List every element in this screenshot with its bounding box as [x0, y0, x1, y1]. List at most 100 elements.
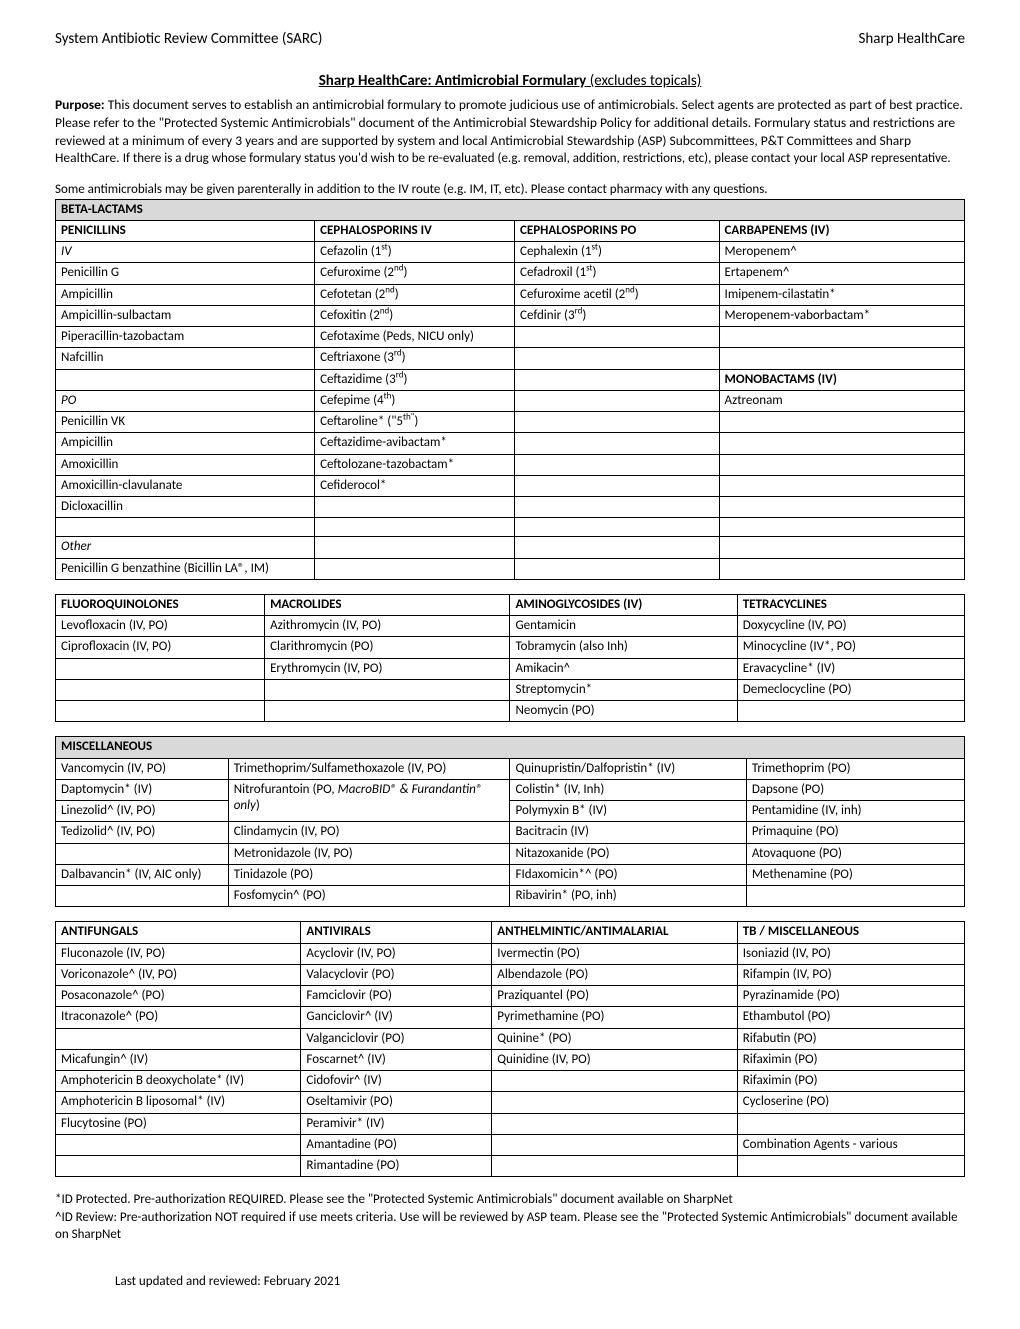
- cell: Metronidazole (IV, PO): [228, 843, 510, 864]
- table-row: PO Cefepime (4th) Aztreonam: [56, 390, 965, 411]
- footnotes: *ID Protected. Pre-authorization REQUIRE…: [55, 1191, 965, 1244]
- cell: Rifaximin (PO): [737, 1071, 964, 1092]
- table-row: Posaconazole^ (PO)Famciclovir (PO)Praziq…: [56, 986, 965, 1007]
- head-aminoglycosides: AMINOGLYCOSIDES (IV): [510, 594, 737, 615]
- table-row: Metronidazole (IV, PO)Nitazoxanide (PO)A…: [56, 843, 965, 864]
- header-right: Sharp HealthCare: [859, 30, 965, 48]
- head-carbapenems: CARBAPENEMS (IV): [719, 220, 964, 241]
- cell: [56, 1134, 301, 1155]
- cell: Ceftolozane-tazobactam*: [315, 454, 515, 475]
- cell: Linezolid^ (IV, PO): [56, 801, 229, 822]
- cell: Ampicillin: [56, 284, 315, 305]
- cell: Clarithromycin (PO): [265, 637, 510, 658]
- table-row: Dicloxacillin: [56, 497, 965, 518]
- cell: [315, 558, 515, 579]
- cell: [492, 1092, 737, 1113]
- cell: Nitazoxanide (PO): [510, 843, 746, 864]
- head-penicillins: PENICILLINS: [56, 220, 315, 241]
- cell: [56, 679, 265, 700]
- table-row: Amphotericin B deoxycholate* (IV)Cidofov…: [56, 1071, 965, 1092]
- cell: Foscarnet^ (IV): [301, 1049, 492, 1070]
- table-row: [56, 518, 965, 537]
- cell: [56, 886, 229, 907]
- head-antifungals: ANTIFUNGALS: [56, 922, 301, 943]
- cell: Quinupristin/Dalfopristin* (IV): [510, 758, 746, 779]
- cell: Albendazole (PO): [492, 964, 737, 985]
- cell: Cefotaxime (Peds, NICU only): [315, 327, 515, 348]
- cell: Amphotericin B deoxycholate* (IV): [56, 1071, 301, 1092]
- section-betalactams: BETA-LACTAMS: [56, 199, 965, 220]
- cell: Cefuroxime acetil (2nd): [515, 284, 720, 305]
- cell: Ertapenem^: [719, 263, 964, 284]
- cell: Acyclovir (IV, PO): [301, 943, 492, 964]
- cell: [515, 497, 720, 518]
- table-row: Fosfomycin^ (PO)Ribavirin* (PO, inh): [56, 886, 965, 907]
- cell: Rimantadine (PO): [301, 1156, 492, 1177]
- head-antivirals: ANTIVIRALS: [301, 922, 492, 943]
- section-misc: MISCELLANEOUS: [56, 737, 965, 758]
- cell: Methenamine (PO): [746, 864, 964, 885]
- title-paren: (excludes topicals): [586, 72, 701, 90]
- cell: Dicloxacillin: [56, 497, 315, 518]
- cell: [56, 518, 315, 537]
- last-updated: Last updated and reviewed: February 2021: [55, 1274, 965, 1289]
- cell: Amikacin^: [510, 658, 737, 679]
- table-row: Ampicillin Cefotetan (2nd) Cefuroxime ac…: [56, 284, 965, 305]
- cell: Amoxicillin-clavulanate: [56, 475, 315, 496]
- cell: Rifabutin (PO): [737, 1028, 964, 1049]
- cell: [56, 369, 315, 390]
- cell: [56, 843, 229, 864]
- cell: PO: [56, 390, 315, 411]
- cell: [719, 327, 964, 348]
- cell: [265, 701, 510, 722]
- cell: Ampicillin-sulbactam: [56, 305, 315, 326]
- purpose-body2: If there is a drug whose formulary statu…: [123, 151, 951, 166]
- table-row: Daptomycin* (IV)Nitrofurantoin (PO, Macr…: [56, 779, 965, 800]
- cell: Amoxicillin: [56, 454, 315, 475]
- cell: Nitrofurantoin (PO, MacroBID® & Furandan…: [228, 779, 510, 822]
- cell: Quinine* (PO): [492, 1028, 737, 1049]
- cell: [719, 537, 964, 558]
- purpose-label: Purpose:: [55, 96, 108, 113]
- cell: Posaconazole^ (PO): [56, 986, 301, 1007]
- cell: Imipenem-cilastatin*: [719, 284, 964, 305]
- page-header: System Antibiotic Review Committee (SARC…: [55, 30, 965, 48]
- head-tetracyclines: TETRACYCLINES: [737, 594, 964, 615]
- head-macrolides: MACROLIDES: [265, 594, 510, 615]
- table-row: Piperacillin-tazobactam Cefotaxime (Peds…: [56, 327, 965, 348]
- table-betalactams: BETA-LACTAMS PENICILLINS CEPHALOSPORINS …: [55, 199, 965, 580]
- table-row: Fluconazole (IV, PO)Acyclovir (IV, PO)Iv…: [56, 943, 965, 964]
- cell: [515, 390, 720, 411]
- cell: Ceftazidime (3rd): [315, 369, 515, 390]
- cell: Isoniazid (IV, PO): [737, 943, 964, 964]
- cell: [746, 886, 964, 907]
- cell: Dapsone (PO): [746, 779, 964, 800]
- cell: Rifaximin (PO): [737, 1049, 964, 1070]
- cell: Eravacycline* (IV): [737, 658, 964, 679]
- cell: [737, 701, 964, 722]
- cell: Penicillin G benzathine (Bicillin LA®, I…: [56, 558, 315, 579]
- cell: Nafcillin: [56, 348, 315, 369]
- table-row: Erythromycin (IV, PO)Amikacin^Eravacycli…: [56, 658, 965, 679]
- table-row: Amphotericin B liposomal* (IV)Oseltamivi…: [56, 1092, 965, 1113]
- cell: Valganciclovir (PO): [301, 1028, 492, 1049]
- cell: Rifampin (IV, PO): [737, 964, 964, 985]
- table-row: Other: [56, 537, 965, 558]
- cell: Tedizolid^ (IV, PO): [56, 822, 229, 843]
- cell: [492, 1071, 737, 1092]
- cell: Combination Agents - various: [737, 1134, 964, 1155]
- head-fluoroquinolones: FLUOROQUINOLONES: [56, 594, 265, 615]
- purpose-block: Purpose: This document serves to establi…: [55, 96, 965, 168]
- table-row: Linezolid^ (IV, PO)Polymyxin B* (IV)Pent…: [56, 801, 965, 822]
- cell: Famciclovir (PO): [301, 986, 492, 1007]
- cell: Cefepime (4th): [315, 390, 515, 411]
- cell: Valacyclovir (PO): [301, 964, 492, 985]
- cell: [56, 701, 265, 722]
- cell: [492, 1134, 737, 1155]
- cell: Pyrazinamide (PO): [737, 986, 964, 1007]
- cell: [515, 475, 720, 496]
- cell: Other: [56, 537, 315, 558]
- cell: Ceftriaxone (3rd): [315, 348, 515, 369]
- cell: [515, 412, 720, 433]
- cell: Fluconazole (IV, PO): [56, 943, 301, 964]
